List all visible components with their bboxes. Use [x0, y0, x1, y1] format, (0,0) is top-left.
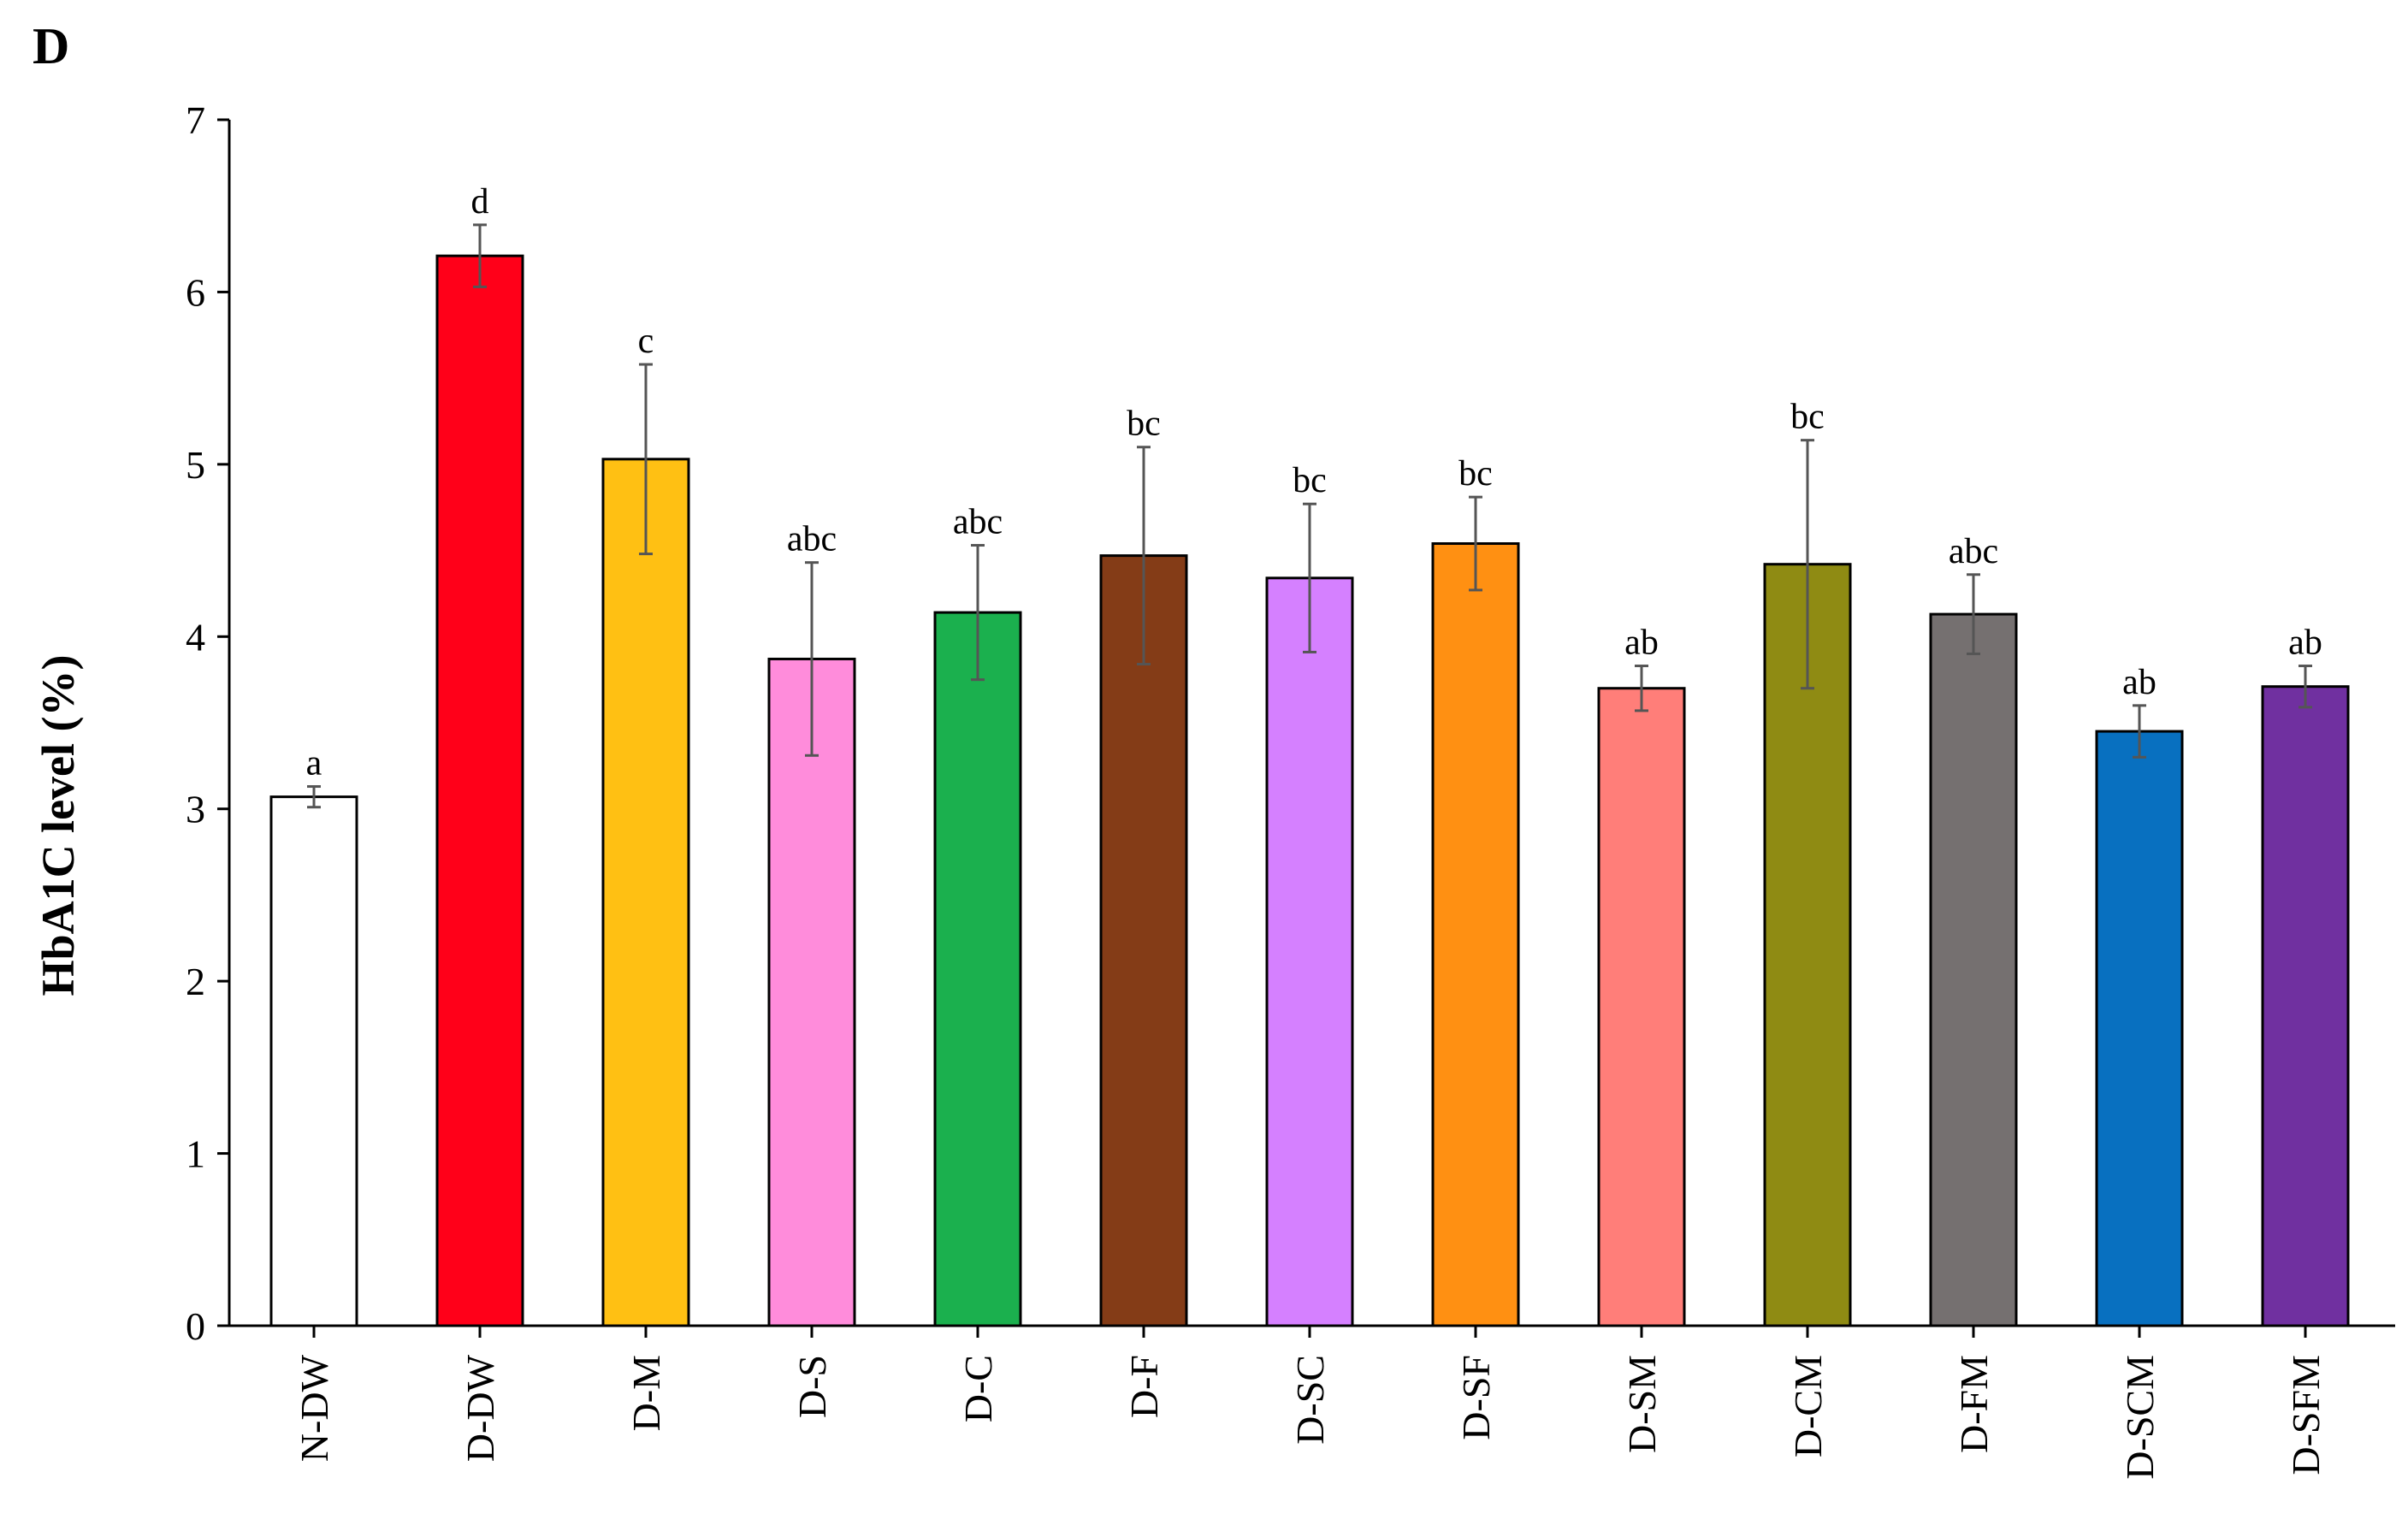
bar	[1431, 542, 1520, 1327]
significance-label: c	[638, 322, 654, 361]
category-label: D-C	[956, 1355, 1000, 1422]
y-tick-label: 7	[186, 98, 205, 142]
category-label: D-M	[624, 1355, 668, 1431]
category-label: D-SC	[1288, 1355, 1332, 1445]
plot-area: 0 1 2 3 4 5 6 7 a N-DW d D-DW c D-M abc D-S abc D-C bc D-F b…	[186, 98, 2395, 1480]
y-tick-label: 1	[186, 1132, 205, 1176]
significance-label: bc	[1458, 454, 1493, 494]
bar	[269, 795, 358, 1327]
category-label: D-SFM	[2284, 1355, 2328, 1475]
bar	[1929, 612, 2018, 1327]
y-tick-label: 5	[186, 443, 205, 487]
category-label: D-FM	[1952, 1355, 1996, 1453]
bar	[1265, 576, 1354, 1327]
significance-label: a	[306, 744, 322, 783]
significance-label: abc	[787, 520, 837, 559]
significance-label: ab	[2122, 663, 2157, 702]
significance-label: bc	[1127, 405, 1161, 444]
significance-label: ab	[1624, 624, 1659, 663]
y-tick-label: 6	[186, 270, 205, 314]
significance-label: abc	[1949, 532, 1998, 571]
significance-label: bc	[1293, 461, 1327, 500]
category-label: D-F	[1122, 1355, 1166, 1418]
bar	[1099, 554, 1188, 1327]
bar	[767, 657, 856, 1327]
y-tick-label: 4	[186, 615, 205, 659]
bar	[2261, 685, 2350, 1327]
y-tick-label: 3	[186, 788, 205, 831]
category-label: D-DW	[459, 1354, 502, 1462]
y-axis-label: HbA1C level (%)	[33, 655, 84, 996]
bar	[1763, 563, 1852, 1327]
panel-label: D	[33, 18, 69, 74]
significance-label: abc	[953, 503, 1003, 542]
category-label: D-CM	[1786, 1355, 1830, 1457]
y-tick-label: 0	[186, 1304, 205, 1348]
category-label: D-SF	[1454, 1355, 1498, 1440]
y-tick-label: 2	[186, 960, 205, 1003]
significance-label: d	[471, 182, 489, 222]
category-label: N-DW	[293, 1354, 336, 1462]
significance-label: bc	[1790, 398, 1825, 437]
significance-label: ab	[2288, 624, 2322, 663]
bar	[435, 254, 524, 1327]
bar	[2095, 730, 2184, 1327]
category-label: D-SM	[1620, 1355, 1664, 1453]
category-label: D-SCM	[2118, 1355, 2162, 1480]
category-label: D-S	[790, 1355, 834, 1418]
bar	[1597, 687, 1686, 1327]
bar	[933, 611, 1022, 1327]
bar	[601, 458, 690, 1327]
